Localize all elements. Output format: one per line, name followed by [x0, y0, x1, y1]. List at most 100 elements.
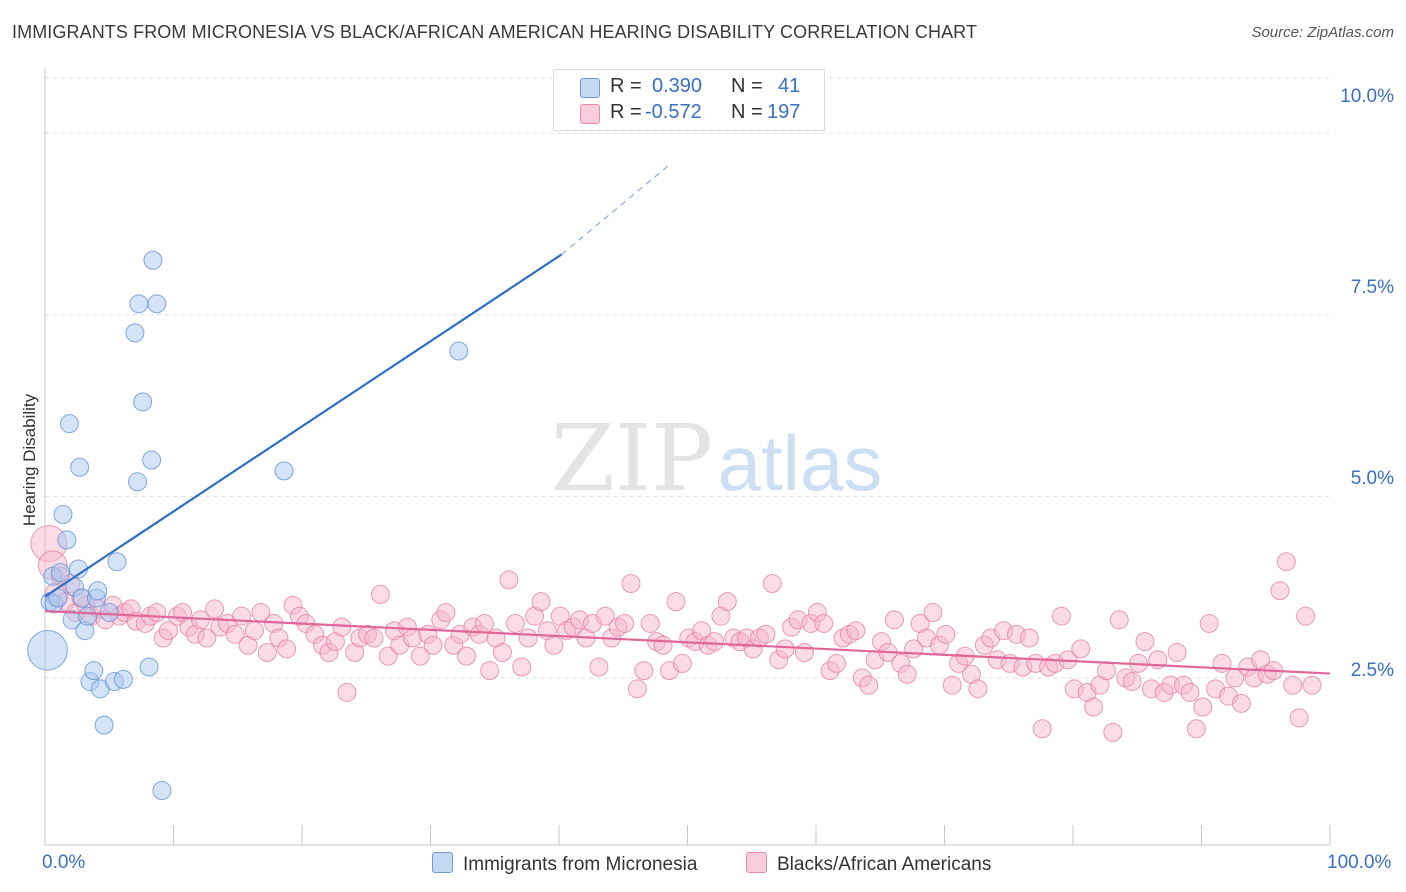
bottom-legend-label: Immigrants from Micronesia	[463, 854, 698, 875]
pink-point	[205, 599, 225, 619]
pink-point	[814, 613, 834, 633]
pink-point	[410, 646, 430, 666]
pink-point	[1289, 708, 1309, 728]
pink-point	[423, 635, 443, 655]
pink-point	[499, 570, 519, 590]
pink-point	[704, 632, 724, 652]
pink-point	[337, 682, 357, 702]
pink-point	[672, 653, 692, 673]
pink-point	[456, 646, 476, 666]
blue-point	[50, 563, 70, 583]
y-tick-label: 2.5%	[1350, 660, 1394, 681]
pink-point	[1103, 722, 1123, 742]
pink-point	[1193, 697, 1213, 717]
pink-point	[634, 661, 654, 681]
blue-point	[274, 461, 294, 481]
chart-title: IMMIGRANTS FROM MICRONESIA VS BLACK/AFRI…	[12, 22, 978, 42]
pink-point	[968, 679, 988, 699]
pink-point	[1109, 610, 1129, 630]
blue-point	[142, 450, 162, 470]
legend-r-label: R =	[610, 101, 642, 123]
pink-point	[518, 628, 538, 648]
blue-point	[94, 715, 114, 735]
pink-point	[1084, 697, 1104, 717]
pink-point	[244, 621, 264, 641]
blue-trend-extension	[561, 165, 669, 255]
pink-point	[436, 603, 456, 623]
bottom-legend-item-pink: Blacks/African Americans	[746, 852, 991, 876]
blue-point	[125, 323, 145, 343]
watermark: ZIP atlas	[551, 405, 882, 512]
pink-point	[827, 653, 847, 673]
blue-point	[59, 414, 79, 434]
legend-r-label: R =	[610, 75, 642, 97]
legend-n-label: N =	[731, 75, 763, 97]
pink-point	[225, 624, 245, 644]
source-label: Source: ZipAtlas.com	[1251, 24, 1394, 41]
pink-trend-line	[44, 609, 1331, 675]
pink-point	[257, 643, 277, 662]
axes	[44, 68, 1331, 846]
pink-point	[512, 657, 532, 677]
pink-point	[1032, 719, 1052, 739]
legend-r-value: 0.390	[652, 75, 703, 97]
gridlines	[45, 77, 1330, 679]
pink-point	[640, 613, 660, 633]
blue-point	[57, 530, 77, 550]
pink-point	[1122, 672, 1142, 692]
pink-point	[1199, 613, 1219, 633]
x-tick-label-min: 0.0%	[42, 852, 86, 873]
pink-point	[492, 643, 512, 662]
pink-point	[775, 639, 795, 659]
pink-point	[332, 617, 352, 637]
pink-point	[1167, 643, 1187, 662]
pink-point	[403, 628, 423, 648]
pink-point	[666, 592, 686, 612]
legend-row-blue: R = 0.390 N = 41	[554, 75, 824, 101]
pink-point	[756, 624, 776, 644]
pink-point	[147, 603, 167, 623]
y-tick-label: 10.0%	[1340, 86, 1394, 107]
pink-point	[1071, 639, 1091, 659]
pink-point	[846, 621, 866, 641]
pink-point	[1051, 606, 1071, 626]
pink-point	[1186, 719, 1206, 739]
pink-point	[1180, 682, 1200, 702]
pink-point	[589, 657, 609, 677]
blue-point	[77, 606, 97, 626]
pink-point	[544, 635, 564, 655]
blue-point	[133, 392, 153, 412]
pink-point	[942, 675, 962, 695]
pink-point	[1283, 675, 1303, 695]
pink-point	[615, 613, 635, 633]
pink-point	[859, 675, 879, 695]
pink-point	[370, 584, 390, 604]
y-tick-label: 5.0%	[1350, 468, 1394, 489]
pink-point	[923, 603, 943, 623]
pink-point	[197, 628, 217, 648]
blue-point	[143, 250, 163, 270]
blue-trend-line	[44, 253, 563, 598]
legend-swatch-blue	[580, 78, 600, 98]
pink-point	[474, 613, 494, 633]
pink-point	[717, 592, 737, 612]
pink-point	[1302, 675, 1322, 695]
blue-point	[449, 341, 469, 361]
pink-point	[884, 610, 904, 630]
pink-point	[378, 646, 398, 666]
pink-point	[277, 639, 297, 659]
pink-point	[897, 664, 917, 684]
blue-point	[84, 661, 104, 681]
pink-point	[595, 606, 615, 626]
blue-point	[27, 630, 68, 671]
bottom-legend-item-blue: Immigrants from Micronesia	[432, 852, 697, 876]
blue-point	[128, 472, 148, 492]
y-tick-label: 7.5%	[1350, 277, 1394, 298]
pink-points	[30, 525, 1322, 742]
pink-point	[1135, 632, 1155, 652]
legend-row-pink: R = -0.572 N = 197	[554, 101, 824, 127]
legend-n-value: 197	[767, 101, 801, 123]
bottom-legend-swatch-pink	[746, 852, 767, 873]
blue-point	[107, 552, 127, 572]
